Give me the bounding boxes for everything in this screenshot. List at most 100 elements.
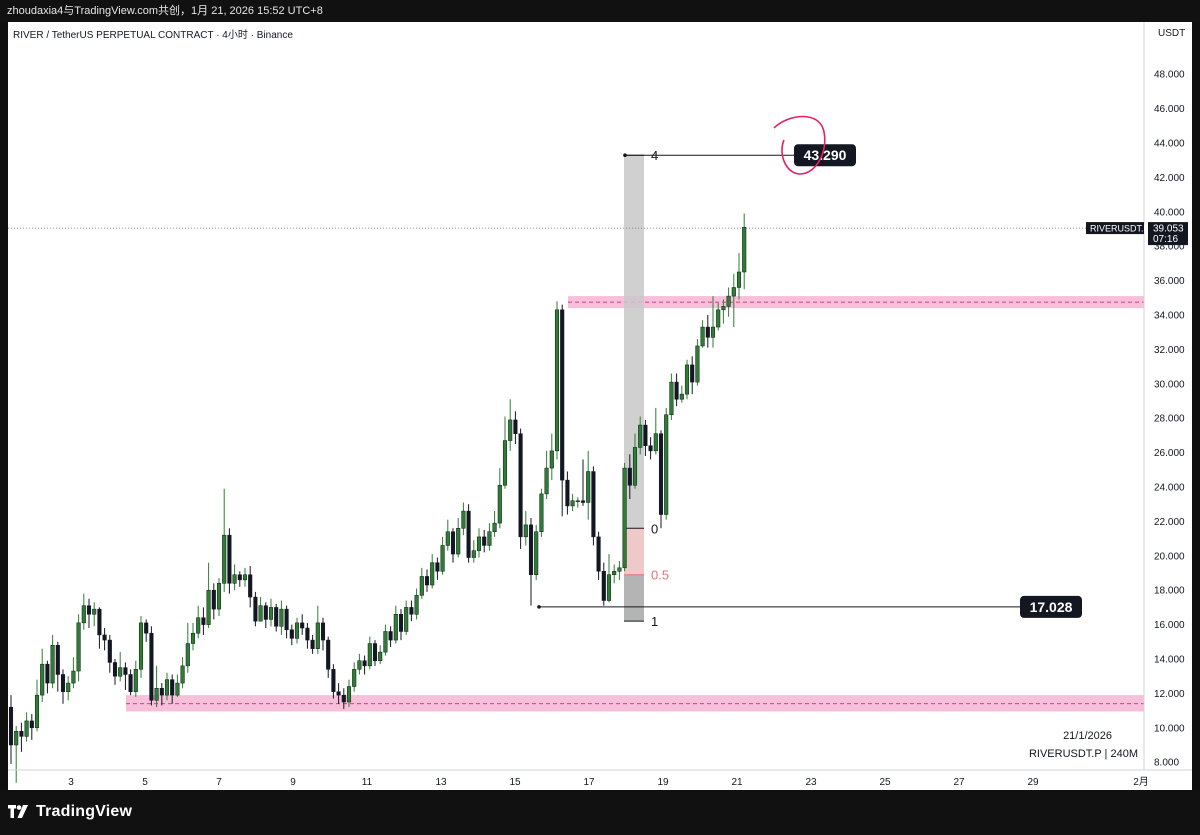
y-tick-label: 38.000 [1154,242,1185,253]
candle-body [414,595,419,615]
candle-body [133,669,138,692]
y-tick-label: 40.000 [1154,207,1185,218]
candle-body [653,433,658,452]
candle-body [118,667,123,677]
candle-body [731,287,736,297]
candle-body [76,622,81,672]
candle-body [430,562,435,586]
chart-panel[interactable]: 400.5143.29017.028USDT8.00010.00012.0001… [8,22,1192,790]
candle-body [24,720,29,737]
target-level-anchor [623,153,627,158]
candle-body [237,574,242,581]
candle-body [419,576,424,596]
candle-body [518,433,523,538]
candle-body [320,622,326,641]
tradingview-logo[interactable]: TradingView [8,803,132,821]
candle-body [29,720,34,729]
candle-body [669,381,674,416]
y-tick-label: 14.000 [1154,655,1185,666]
y-tick-label: 24.000 [1154,483,1185,494]
candle-body [534,531,539,575]
y-tick-label: 16.000 [1154,620,1185,631]
candle-body [149,632,154,701]
top-bar: zhoudaxia4与TradingView.com共创，1月 21, 2026… [0,0,1200,22]
candle-body [591,471,596,538]
price-axis-unit: USDT [1158,28,1185,39]
candle-body [638,424,643,448]
candle-body [14,730,19,746]
candle-body [81,605,86,624]
candle-body [201,617,206,625]
candle-body [721,306,726,311]
chart-canvas[interactable]: 400.5143.29017.028USDT8.00010.00012.0001… [8,22,1192,790]
target-price-badge: 43.290 [804,147,847,163]
candle-body [539,493,544,532]
candle-body [450,531,456,555]
candle-body [60,674,66,692]
candle-body [554,309,560,452]
candle-body [357,660,362,670]
y-tick-label: 20.000 [1154,551,1185,562]
candle-body [544,467,549,495]
hand-drawn-circle [773,115,826,175]
candle-body [575,500,580,503]
candle-body [570,500,575,507]
candle-body [326,639,331,670]
candle-body [144,622,149,634]
candle-body [102,634,107,641]
candle-body [560,309,565,481]
candle-body [86,605,92,615]
candle-body [435,562,440,572]
y-tick-label: 26.000 [1154,448,1185,459]
x-tick-label: 2月 [1133,776,1149,788]
candle-body [528,524,534,575]
candle-body [107,639,112,663]
candle-body [154,687,159,701]
candle-body [55,644,60,675]
y-tick-label: 22.000 [1154,517,1185,528]
candle-body [315,622,320,649]
candle-body [164,679,170,696]
candle-body [700,326,705,347]
x-tick-label: 17 [583,777,595,788]
candle-body [227,534,232,584]
candle-body [648,445,653,452]
candle-body [128,674,133,692]
support-level-anchor [537,605,541,609]
x-tick-label: 11 [362,777,373,788]
candle-body [336,691,341,696]
candle-body [606,574,612,601]
fib-level-label: 1 [651,614,658,629]
candle-body [159,687,164,696]
candle-body [34,694,40,729]
candle-body [248,574,253,598]
candle-body [549,450,554,469]
candle-body [404,607,409,632]
candle-body [684,364,690,395]
last-price-label: 39.053 [1153,224,1184,235]
candle-body [279,608,284,627]
last-price-bg [1148,222,1188,246]
x-tick-label: 25 [879,777,891,788]
fib-level-label: 0 [651,521,658,536]
candle-body [502,440,508,486]
candle-body [383,631,388,653]
candle-body [211,589,216,610]
candle-body [632,447,638,486]
candle-body [294,622,300,639]
y-tick-label: 28.000 [1154,414,1185,425]
x-tick-label: 5 [142,777,148,788]
candle-body [305,627,310,641]
candle-body [190,632,196,644]
x-tick-label: 29 [1027,777,1039,788]
candle-body [289,629,294,639]
candle-body [222,534,227,584]
candle-body [471,550,476,558]
candle-body [716,309,721,328]
candle-body [138,622,144,670]
candle-body [346,686,352,703]
y-tick-label: 32.000 [1154,345,1185,356]
candle-body [674,381,679,400]
candle-body [274,607,279,627]
candle-body [92,608,97,615]
